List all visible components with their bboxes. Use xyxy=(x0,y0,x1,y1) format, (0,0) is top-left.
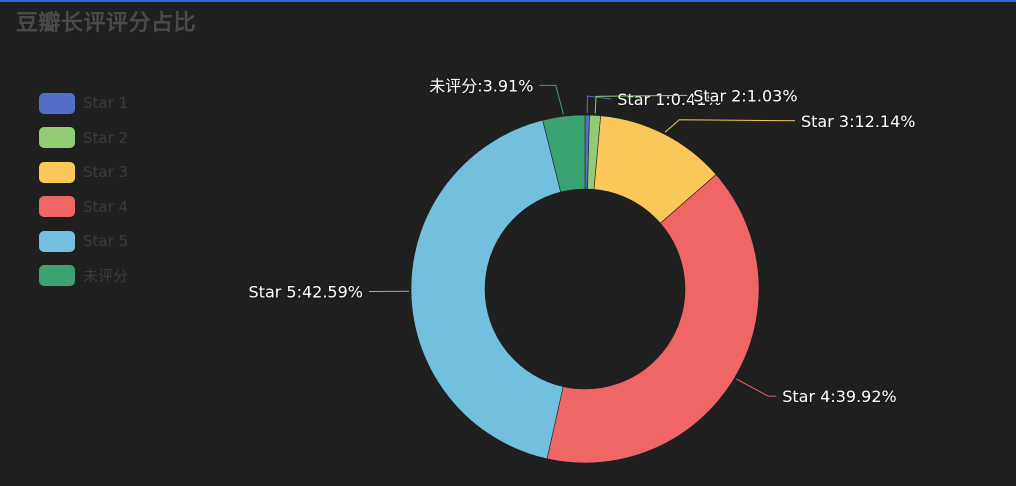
legend-swatch xyxy=(39,265,75,287)
top-border xyxy=(0,0,1016,2)
slice-label: Star 2:1.03% xyxy=(693,86,797,105)
legend-label: Star 1 xyxy=(83,94,129,112)
legend-swatch xyxy=(39,92,75,114)
slice-label: Star 5:42.59% xyxy=(249,282,363,301)
legend-swatch xyxy=(39,127,75,149)
pie-slice[interactable] xyxy=(542,114,586,193)
legend-label: Star 5 xyxy=(83,232,129,251)
legend-item[interactable]: Star 2 xyxy=(39,127,189,149)
pie-slice[interactable] xyxy=(546,174,760,464)
legend-item[interactable]: Star 3 xyxy=(39,161,189,183)
legend-label: 未评分 xyxy=(83,267,129,286)
chart-title: 豆瓣长评评分占比 xyxy=(16,11,197,36)
legend-item[interactable]: Star 5 xyxy=(39,230,189,252)
legend-label: Star 3 xyxy=(83,163,129,182)
legend-item[interactable]: 未评分 xyxy=(39,265,189,287)
label-line xyxy=(736,378,777,397)
label-line xyxy=(539,84,564,115)
slice-label: Star 1:0.41% xyxy=(617,90,721,109)
legend-item[interactable]: Star 4 xyxy=(39,196,189,218)
pie-slice[interactable] xyxy=(410,119,564,460)
slice-label: 未评分:3.91% xyxy=(429,76,533,95)
legend-swatch xyxy=(39,196,75,218)
legend-swatch xyxy=(39,161,75,183)
legend: Star 1 Star 2 Star 3 Star 4 Star 5 未评分 xyxy=(39,92,189,301)
label-line xyxy=(664,119,796,133)
slice-label: Star 3:12.14% xyxy=(801,112,915,131)
legend-item[interactable]: Star 1 xyxy=(39,92,189,114)
slice-label: Star 4:39.92% xyxy=(782,387,896,406)
legend-label: Star 4 xyxy=(83,197,129,216)
label-line xyxy=(586,95,612,114)
legend-swatch xyxy=(39,230,75,252)
label-line xyxy=(594,94,688,114)
legend-label: Star 2 xyxy=(83,128,129,147)
